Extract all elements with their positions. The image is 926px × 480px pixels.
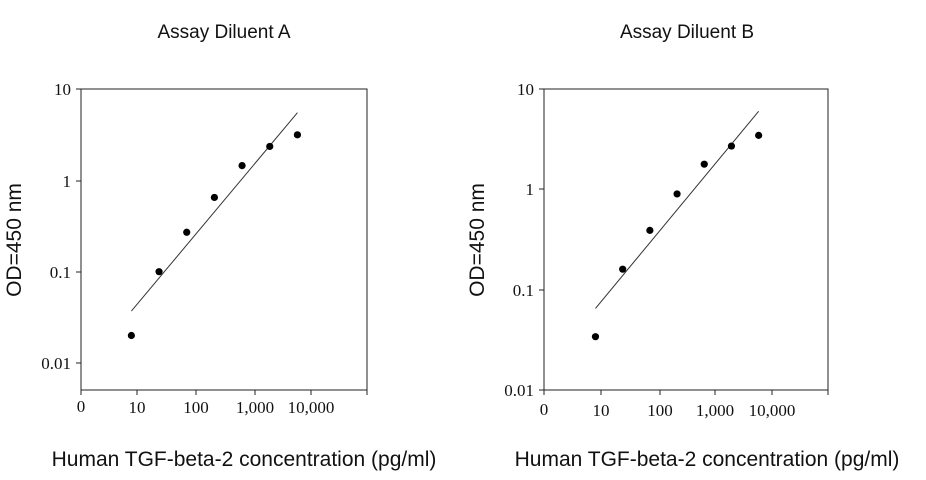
data-point [127,331,135,340]
y-axis-label: OD=450 nm [466,183,489,297]
data-point [293,131,302,139]
chart-assay-diluent-a: Assay Diluent A 10 1 0.1 0.01 0 10 100 1,000 10,0… [3,22,436,471]
x-tick-label: 100 [183,398,209,417]
y-tick-label: 0.01 [504,381,534,400]
y-tick-label: 0.01 [41,354,71,373]
x-tick-label: 1,000 [696,401,734,420]
data-point [183,228,191,236]
y-tick-label: 0.1 [50,263,71,282]
x-tick-label: 0 [540,400,549,419]
x-tick-label: 10 [129,398,146,417]
x-tick-label: 10,000 [288,398,335,417]
data-point [155,268,163,276]
chart-assay-diluent-b: Assay Diluent B 10 1 0.1 0.01 0 10 100 1,000 10,0… [466,22,899,471]
data-point [266,142,274,151]
data-point [646,226,654,234]
data-point [238,161,246,170]
chart-title: Assay Diluent B [620,22,754,43]
x-axis-label: Human TGF-beta-2 concentration (pg/ml) [52,448,437,471]
y-tick-label: 10 [517,80,534,99]
y-tick-label: 1 [526,180,535,199]
fit-line [130,112,298,312]
data-point [727,142,736,150]
data-point [591,333,600,341]
y-tick-label: 10 [54,80,71,99]
x-tick-label: 10,000 [749,401,796,420]
data-point [673,190,681,198]
data-point [700,160,708,168]
y-axis-label: OD=450 nm [3,183,26,297]
fit-line [595,110,760,309]
x-axis-label: Human TGF-beta-2 concentration (pg/ml) [515,448,900,471]
x-tick-label: 1,000 [236,398,274,417]
plot-frame [543,88,829,391]
data-point [619,265,627,273]
y-tick-label: 0.1 [513,281,534,300]
x-tick-label: 10 [593,401,610,420]
y-tick-label: 1 [63,172,72,191]
data-point [210,193,218,202]
plot-frame [80,88,368,391]
chart-title: Assay Diluent A [157,22,290,43]
data-point [755,131,763,139]
x-tick-label: 0 [77,397,86,416]
x-tick-label: 100 [647,401,673,420]
